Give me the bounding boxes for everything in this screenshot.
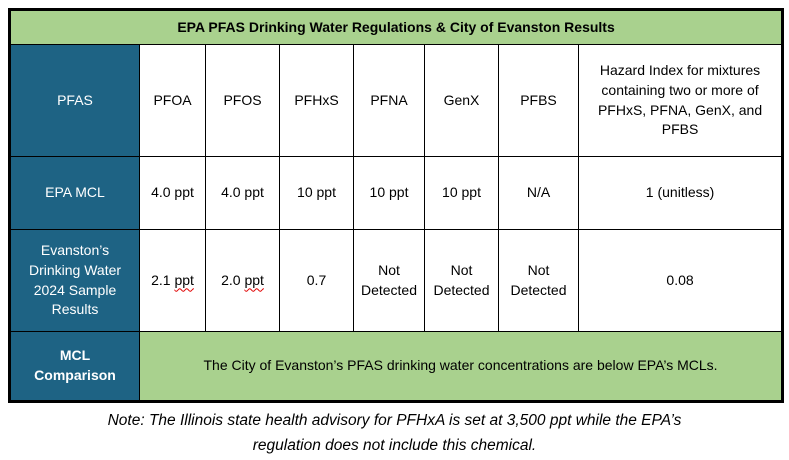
col-header-pfoa: PFOA xyxy=(139,44,206,157)
pfas-regulations-table: EPA PFAS Drinking Water Regulations & Ci… xyxy=(8,8,785,403)
table-row: EPA MCL 4.0 ppt 4.0 ppt 10 ppt 10 ppt 10… xyxy=(9,156,784,230)
note-text: Note: The Illinois state health advisory… xyxy=(107,412,682,454)
row-header-pfas: PFAS xyxy=(9,44,140,157)
evanston-pfos-value: 2.0 xyxy=(221,271,241,288)
cell-epa-mcl-genx: 10 ppt xyxy=(424,156,499,230)
table-row: MCL Comparison The City of Evanston’s PF… xyxy=(9,331,784,402)
col-header-pfna: PFNA xyxy=(353,44,425,157)
col-header-hazard-index: Hazard Index for mixtures containing two… xyxy=(577,44,784,157)
table-row: PFAS PFOA PFOS PFHxS PFNA GenX PFBS Haza… xyxy=(9,44,784,157)
cell-evanston-pfhxs: 0.7 xyxy=(279,229,354,332)
evanston-pfoa-value: 2.1 xyxy=(151,271,171,288)
cell-evanston-pfoa: 2.1 ppt xyxy=(139,229,206,332)
cell-evanston-pfos: 2.0 ppt xyxy=(205,229,280,332)
table-title: EPA PFAS Drinking Water Regulations & Ci… xyxy=(8,9,784,45)
cell-epa-mcl-pfna: 10 ppt xyxy=(353,156,425,230)
col-header-genx: GenX xyxy=(424,44,499,157)
table-row: EPA PFAS Drinking Water Regulations & Ci… xyxy=(8,9,784,45)
evanston-pfos-unit: ppt xyxy=(244,271,264,288)
row-header-epa-mcl: EPA MCL xyxy=(9,156,140,230)
cell-evanston-pfna: Not Detected xyxy=(353,229,425,332)
cell-evanston-hazard-index: 0.08 xyxy=(577,229,784,332)
cell-epa-mcl-pfhxs: 10 ppt xyxy=(279,156,354,230)
col-header-pfos: PFOS xyxy=(205,44,280,157)
cell-epa-mcl-pfbs: N/A xyxy=(498,156,579,230)
row-header-evanston-results: Evanston’s Drinking Water 2024 Sample Re… xyxy=(9,229,140,332)
cell-epa-mcl-pfoa: 4.0 ppt xyxy=(139,156,206,230)
col-header-pfhxs: PFHxS xyxy=(279,44,354,157)
mcl-comparison-statement: The City of Evanston’s PFAS drinking wat… xyxy=(138,331,784,402)
table-row: Evanston’s Drinking Water 2024 Sample Re… xyxy=(9,229,784,332)
cell-evanston-pfbs: Not Detected xyxy=(498,229,579,332)
row-header-mcl-comparison: MCL Comparison xyxy=(9,331,140,402)
evanston-pfoa-unit: ppt xyxy=(174,271,194,288)
cell-epa-mcl-pfos: 4.0 ppt xyxy=(205,156,280,230)
cell-epa-mcl-hazard-index: 1 (unitless) xyxy=(577,156,784,230)
cell-evanston-genx: Not Detected xyxy=(424,229,499,332)
col-header-pfbs: PFBS xyxy=(498,44,579,157)
